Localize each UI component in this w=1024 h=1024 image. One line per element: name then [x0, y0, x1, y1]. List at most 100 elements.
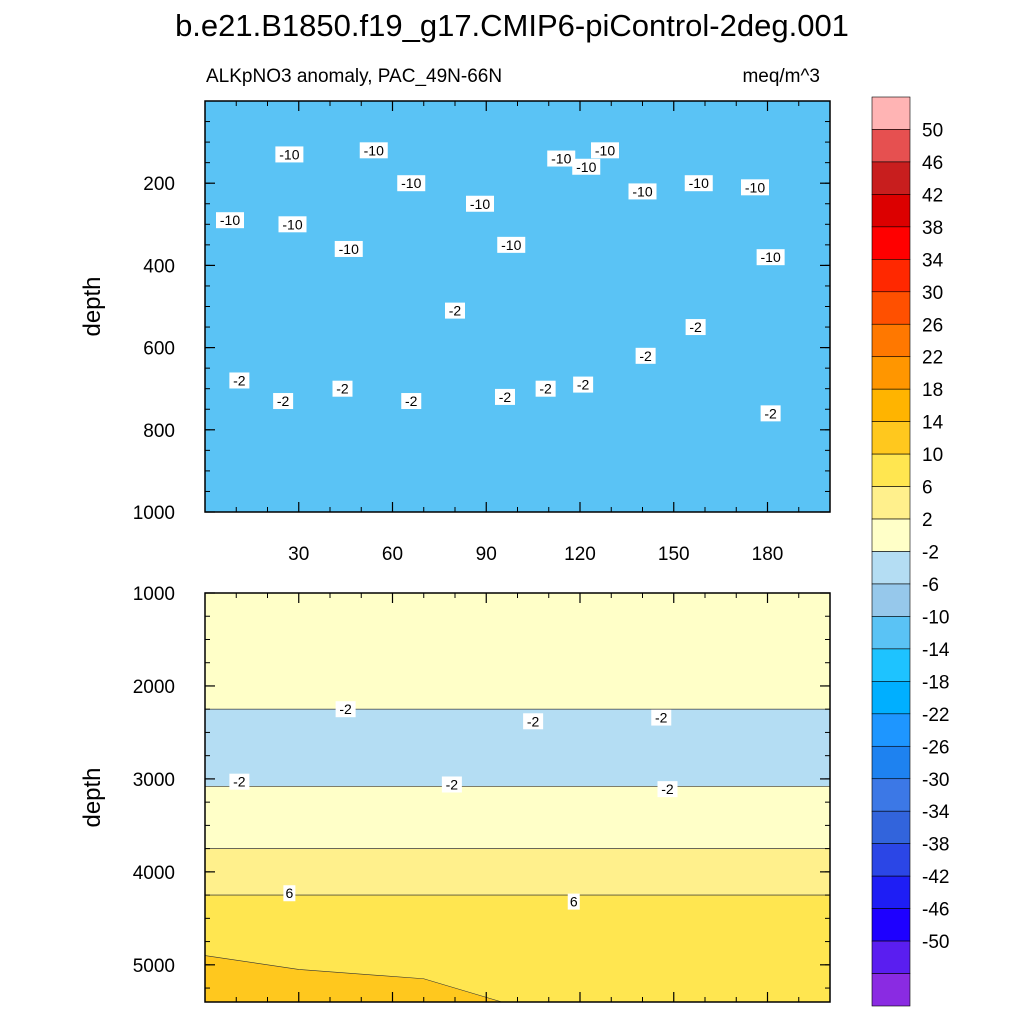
upper-xtick-label-2: 90: [476, 544, 497, 565]
colorbar-label-19: -26: [922, 737, 949, 758]
svg-text:6: 6: [570, 894, 578, 910]
upper-contour-label-22: -2: [495, 388, 515, 405]
figure-title: b.e21.B1850.f19_g17.CMIP6-piControl-2deg…: [175, 8, 849, 43]
upper-ytick-label-3: 800: [143, 421, 175, 442]
svg-text:-2: -2: [539, 381, 552, 397]
lower-ytick-label-1: 2000: [133, 677, 175, 698]
colorbar-label-20: -30: [922, 770, 949, 791]
colorbar-swatch-1: [871, 129, 911, 163]
colorbar-label-17: -18: [922, 672, 949, 693]
upper-contour-label-15: -2: [445, 302, 465, 319]
colorbar-label-15: -10: [922, 607, 949, 628]
colorbar-swatch-24: [871, 875, 911, 909]
colorbar-swatch-26: [871, 940, 911, 974]
svg-text:-2: -2: [336, 381, 349, 397]
upper-contour-label-3: -10: [278, 216, 307, 233]
colorbar-swatch-18: [871, 681, 911, 715]
upper-contour-label-8: -10: [547, 150, 576, 167]
colorbar-swatch-20: [871, 745, 911, 780]
svg-text:-10: -10: [551, 151, 571, 167]
upper-contour-label-25: -2: [760, 405, 781, 422]
svg-text:-10: -10: [279, 146, 299, 162]
lower-ytick-label-3: 4000: [133, 863, 175, 884]
colorbar-swatch-25: [871, 908, 911, 942]
upper-contour-label-12: -10: [684, 175, 713, 192]
colorbar-swatch-15: [871, 583, 911, 617]
svg-text:-2: -2: [764, 405, 777, 421]
upper-contour-label-6: -10: [334, 240, 363, 257]
colorbar-label-23: -42: [922, 867, 949, 888]
colorbar-swatch-5: [871, 259, 911, 293]
svg-text:-2: -2: [446, 776, 459, 792]
colorbar-label-16: -14: [922, 640, 950, 661]
svg-text:-10: -10: [761, 249, 781, 265]
svg-text:-10: -10: [401, 175, 421, 191]
upper-contour-label-23: -2: [535, 380, 556, 397]
svg-text:-10: -10: [470, 196, 490, 212]
colorbar: 50 46 42 38 34 30 26 22 18 14 10 6 2 -2 -6 -10 -14 -18 -22…: [871, 96, 950, 1007]
colorbar-swatch-6: [871, 291, 911, 325]
colorbar-swatch-14: [871, 551, 911, 585]
lower-ytick-label-0: 1000: [133, 584, 175, 605]
upper-contour-label-24: -2: [573, 376, 594, 393]
lower-panel: -2 -2 -2 -2 -2 -2 6 6 1000 2000 3000 4000 5000 depth: [79, 584, 831, 1003]
lower-contour-label-5: -2: [657, 781, 678, 798]
upper-ytick-label-1: 400: [143, 256, 175, 277]
units-label: meq/m^3: [742, 66, 820, 87]
upper-xtick-label-4: 150: [658, 544, 690, 565]
svg-text:-10: -10: [339, 241, 359, 257]
colorbar-label-5: 30: [922, 283, 943, 304]
svg-text:-10: -10: [364, 142, 384, 158]
svg-text:-2: -2: [689, 319, 702, 335]
upper-ytick-label-4: 1000: [133, 503, 175, 524]
lower-contour-label-4: -2: [441, 776, 462, 793]
colorbar-label-1: 46: [922, 153, 943, 174]
upper-panel: -10 -10-10 -10-10-10-10 -10-10-10-10-10-10-…: [79, 100, 831, 565]
lower-contour-label-2: -2: [651, 709, 672, 726]
colorbar-swatch-22: [871, 810, 911, 844]
lower-band-3: [204, 848, 831, 896]
svg-text:-2: -2: [339, 701, 352, 717]
colorbar-label-24: -46: [922, 900, 949, 921]
colorbar-swatch-13: [871, 518, 911, 552]
svg-text:-2: -2: [527, 713, 540, 729]
colorbar-label-11: 6: [922, 478, 933, 499]
lower-contour-label-6: 6: [283, 885, 296, 902]
colorbar-swatch-2: [871, 161, 911, 195]
upper-contour-label-21: -2: [401, 393, 422, 410]
svg-text:-2: -2: [499, 389, 512, 405]
svg-text:6: 6: [285, 885, 293, 901]
lower-band-1: [204, 708, 831, 787]
colorbar-label-18: -22: [922, 705, 949, 726]
upper-contour-label-5: -10: [466, 195, 494, 212]
svg-text:-2: -2: [639, 348, 652, 364]
svg-text:-10: -10: [576, 159, 596, 175]
lower-contour-label-3: -2: [229, 773, 250, 790]
upper-contour-label-9: -10: [572, 158, 601, 175]
upper-contour-label-11: -10: [628, 183, 657, 200]
colorbar-swatch-9: [871, 388, 911, 422]
upper-ytick-label-2: 600: [143, 339, 175, 360]
colorbar-swatch-27: [871, 973, 911, 1007]
svg-text:-2: -2: [577, 377, 590, 393]
colorbar-label-12: 2: [922, 510, 933, 531]
upper-contour-label-16: -2: [685, 319, 706, 336]
colorbar-swatch-21: [871, 778, 911, 812]
colorbar-swatch-0: [871, 96, 911, 130]
colorbar-swatch-23: [871, 843, 911, 877]
colorbar-label-10: 10: [922, 445, 943, 466]
upper-xtick-label-1: 60: [382, 544, 403, 565]
svg-text:-2: -2: [277, 393, 290, 409]
colorbar-swatch-3: [871, 194, 911, 228]
colorbar-swatch-12: [871, 486, 911, 520]
colorbar-swatch-10: [871, 421, 911, 455]
colorbar-label-21: -34: [922, 802, 950, 823]
lower-contour-label-1: -2: [523, 713, 544, 730]
upper-contour-label-17: -2: [635, 347, 656, 364]
svg-text:-10: -10: [282, 216, 302, 232]
colorbar-label-2: 42: [922, 185, 943, 206]
upper-contour-label-19: -2: [273, 393, 294, 410]
svg-text:-2: -2: [233, 774, 246, 790]
svg-text:-2: -2: [233, 372, 246, 388]
lower-band-2: [204, 786, 831, 849]
